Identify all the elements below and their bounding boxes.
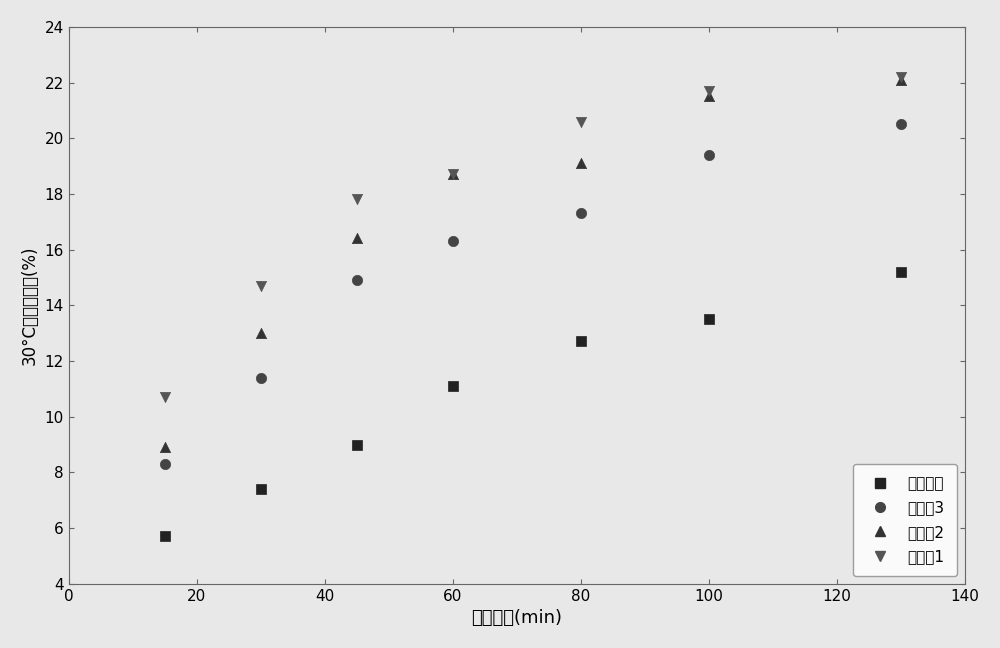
Point	[253, 484, 269, 494]
Point	[701, 91, 717, 102]
Point	[253, 328, 269, 338]
Point	[445, 381, 461, 391]
Legend: 原料糙米, 实施例3, 实施例2, 实施例1: 原料糙米, 实施例3, 实施例2, 实施例1	[853, 464, 957, 576]
Point	[253, 373, 269, 383]
Y-axis label: 30°C浸泡吸水率(%): 30°C浸泡吸水率(%)	[21, 246, 39, 365]
Point	[349, 194, 365, 205]
Point	[573, 158, 589, 168]
Point	[893, 267, 909, 277]
X-axis label: 浸泡时间(min): 浸泡时间(min)	[471, 609, 562, 627]
Point	[349, 233, 365, 244]
Point	[157, 442, 173, 452]
Point	[573, 336, 589, 347]
Point	[157, 531, 173, 542]
Point	[445, 169, 461, 179]
Point	[573, 208, 589, 218]
Point	[701, 314, 717, 325]
Point	[573, 117, 589, 127]
Point	[253, 281, 269, 291]
Point	[445, 236, 461, 246]
Point	[893, 75, 909, 85]
Point	[701, 150, 717, 160]
Point	[893, 119, 909, 130]
Point	[893, 72, 909, 82]
Point	[157, 459, 173, 469]
Point	[157, 392, 173, 402]
Point	[445, 169, 461, 179]
Point	[349, 275, 365, 285]
Point	[349, 439, 365, 450]
Point	[701, 86, 717, 96]
